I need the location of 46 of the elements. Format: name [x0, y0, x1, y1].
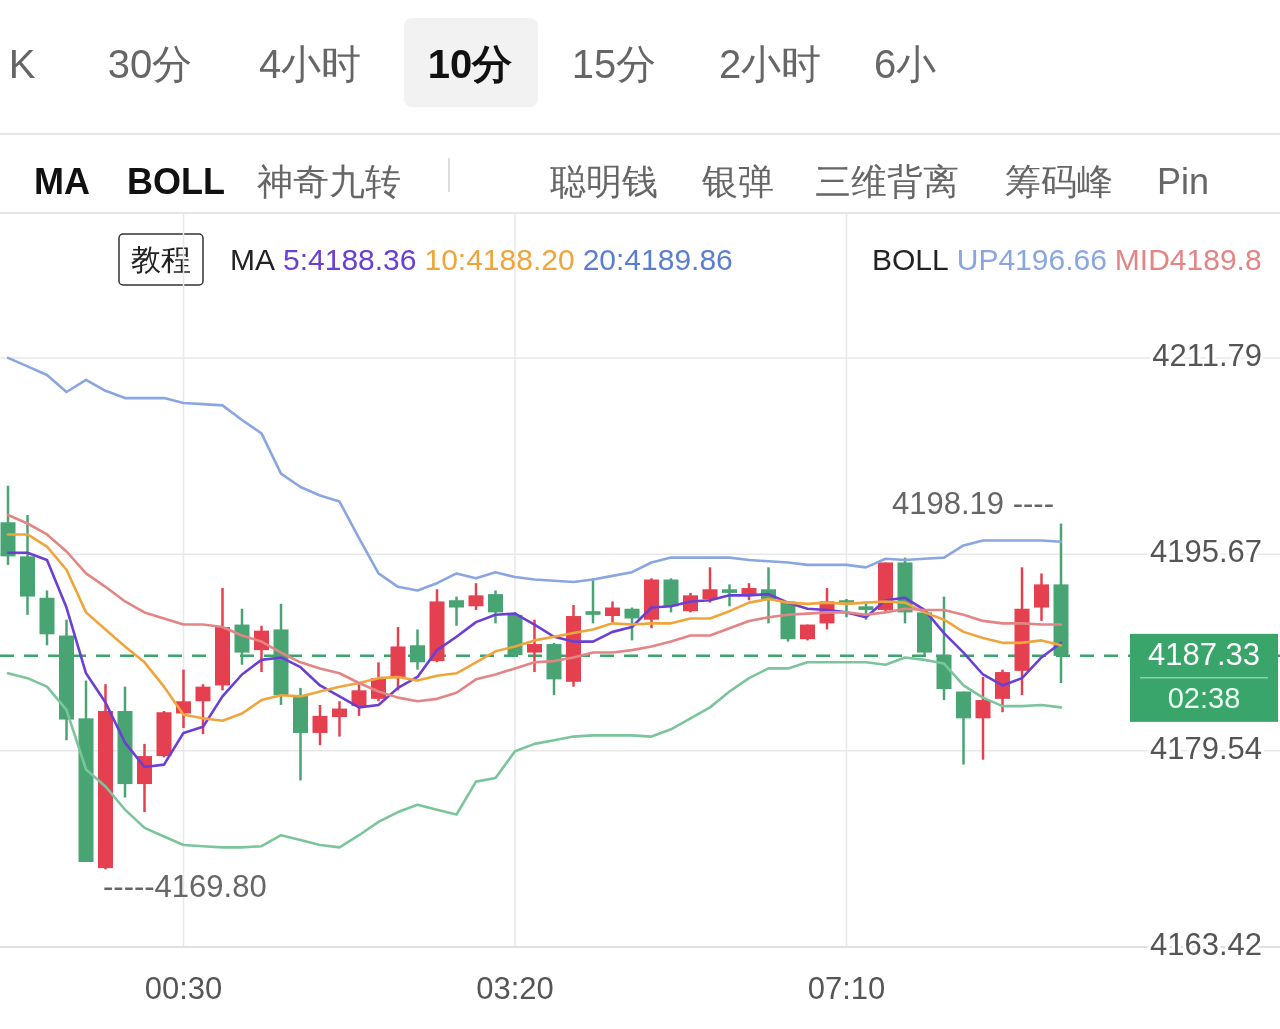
- text: 15分: [571, 42, 657, 86]
- candlestick: [702, 566, 718, 604]
- candlestick: [975, 675, 991, 761]
- annotation: -----4169.80: [103, 869, 267, 905]
- x-tick-label: 07:10: [807, 971, 886, 1006]
- line-series: [6, 513, 1063, 703]
- candlestick: [332, 700, 347, 738]
- candlestick: [605, 600, 620, 624]
- x-tick-label: 03:20: [476, 971, 554, 1006]
- candlestick: [312, 703, 328, 747]
- text: Pin: [1157, 161, 1210, 202]
- text: BOLL: [127, 161, 225, 202]
- y-tick-label: 4211.79: [1152, 338, 1262, 374]
- legend: MA 5:4188.36 10:4188.20 20:4189.86 BOLL UP4196.66 MID4189.8: [230, 243, 1262, 276]
- candlestick: [195, 682, 211, 736]
- candlestick: [1034, 572, 1049, 623]
- y-tick-label: 4163.42: [1149, 927, 1262, 963]
- text: 2小时: [718, 42, 822, 86]
- line-series: [6, 356, 1063, 592]
- text: MA: [34, 161, 90, 202]
- candlestick: [449, 595, 464, 628]
- text: 6小: [873, 42, 937, 86]
- candlestick: [488, 589, 503, 625]
- text: 三维背离: [815, 161, 959, 202]
- candlestick: [351, 682, 367, 718]
- text: K: [8, 42, 36, 86]
- annotation: 教程: [131, 243, 191, 276]
- text: 30分: [107, 42, 193, 86]
- annotation: 4198.19 ----: [892, 486, 1054, 522]
- candlestick: [468, 581, 484, 612]
- candlestick: [722, 583, 737, 608]
- y-tick-label: 4195.67: [1149, 534, 1262, 570]
- text: 筹码峰: [1005, 161, 1113, 202]
- candlestick: [527, 618, 542, 674]
- y-tick-label: 4179.54: [1149, 730, 1262, 766]
- x-tick-label: 00:30: [144, 971, 223, 1006]
- text: 神奇九转: [257, 161, 401, 202]
- text: 银弹: [702, 161, 774, 202]
- ref-line-label: 4187.33: [1147, 637, 1261, 673]
- line-series: [6, 656, 1063, 849]
- text: 4小时: [258, 42, 362, 86]
- text: 10分: [427, 42, 513, 86]
- price-tag: 4187.33 02:38: [1130, 633, 1278, 722]
- candlestick: [624, 606, 640, 642]
- candlestick: [410, 628, 425, 671]
- text: 聪明钱: [550, 161, 658, 202]
